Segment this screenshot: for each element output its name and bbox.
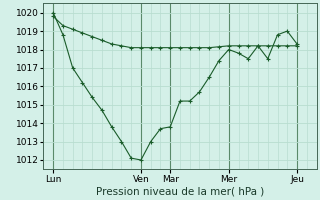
X-axis label: Pression niveau de la mer( hPa ): Pression niveau de la mer( hPa ) [96, 187, 264, 197]
